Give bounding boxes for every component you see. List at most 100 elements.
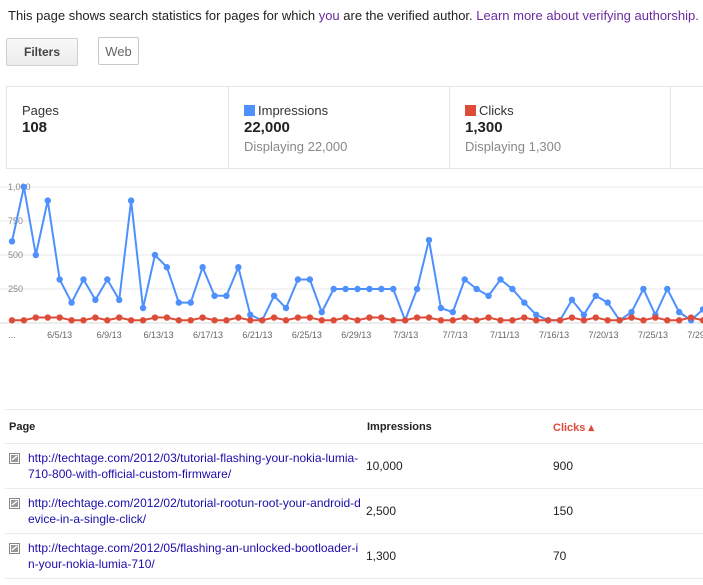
cell-clicks: 150 bbox=[553, 504, 574, 518]
data-point-impressions bbox=[449, 308, 457, 316]
stat-clicks-label-row: Clicks bbox=[465, 103, 514, 118]
x-tick-label: 6/21/13 bbox=[242, 330, 272, 340]
data-point-impressions bbox=[151, 251, 159, 259]
data-point-clicks bbox=[8, 317, 16, 324]
data-point-clicks bbox=[32, 314, 40, 321]
x-tick-label: 7/7/13 bbox=[443, 330, 468, 340]
search-stats-chart[interactable]: 1,000 750 500 250... 6/5/13 6/9/13 6/13/13 6/17… bbox=[0, 183, 703, 343]
data-point-impressions bbox=[354, 285, 361, 293]
pages-table: Page Impressions Clicks ▴ http://techtag… bbox=[5, 409, 703, 579]
data-point-impressions bbox=[139, 304, 147, 312]
cell-impressions: 1,300 bbox=[366, 549, 397, 563]
series-line-impressions bbox=[11, 186, 703, 322]
stat-pages[interactable]: Pages 108 bbox=[7, 87, 229, 168]
data-point-clicks bbox=[473, 317, 480, 324]
data-point-clicks bbox=[92, 314, 99, 321]
stat-impressions-sub: Displaying 22,000 bbox=[244, 139, 348, 154]
data-point-clicks bbox=[223, 317, 230, 324]
data-point-clicks bbox=[378, 314, 385, 321]
data-point-clicks bbox=[497, 317, 504, 324]
data-point-impressions bbox=[270, 292, 278, 299]
data-point-clicks bbox=[44, 314, 51, 321]
you-link[interactable]: you bbox=[318, 8, 340, 23]
page-preview-icon[interactable] bbox=[9, 498, 20, 509]
data-point-clicks bbox=[449, 317, 457, 324]
data-point-impressions bbox=[306, 276, 314, 283]
data-point-clicks bbox=[116, 314, 123, 321]
stat-impressions-label-row: Impressions bbox=[244, 103, 328, 118]
data-point-clicks bbox=[354, 317, 361, 324]
stat-impressions[interactable]: Impressions 22,000 Displaying 22,000 bbox=[229, 87, 450, 168]
stat-clicks-sub: Displaying 1,300 bbox=[465, 139, 562, 154]
data-point-impressions bbox=[342, 285, 349, 293]
data-point-impressions bbox=[366, 285, 373, 293]
data-point-clicks bbox=[401, 317, 409, 324]
data-point-clicks bbox=[68, 317, 75, 324]
x-tick-label: 6/5/13 bbox=[47, 330, 72, 340]
data-point-clicks bbox=[294, 314, 302, 321]
data-point-impressions bbox=[68, 299, 75, 306]
data-point-clicks bbox=[151, 314, 159, 321]
data-point-clicks bbox=[604, 317, 611, 324]
stat-pages-value: 108 bbox=[22, 119, 48, 136]
header-impressions[interactable]: Impressions bbox=[367, 421, 432, 433]
data-point-impressions bbox=[461, 276, 468, 283]
x-tick-label: 7/20/13 bbox=[589, 330, 619, 340]
data-point-clicks bbox=[699, 317, 703, 324]
data-point-impressions bbox=[32, 251, 40, 259]
data-point-clicks bbox=[533, 317, 540, 324]
page-link[interactable]: http://techtage.com/2012/03/tutorial-fla… bbox=[28, 451, 359, 481]
page-link[interactable]: http://techtage.com/2012/05/flashing-an-… bbox=[28, 541, 359, 571]
page-preview-icon[interactable] bbox=[9, 543, 20, 554]
data-point-impressions bbox=[163, 264, 171, 271]
page-preview-icon[interactable] bbox=[9, 453, 20, 464]
clicks-swatch-icon bbox=[465, 105, 476, 116]
web-filter-button[interactable]: Web bbox=[98, 37, 139, 65]
data-point-impressions bbox=[521, 299, 528, 306]
data-point-impressions bbox=[235, 264, 242, 271]
data-point-clicks bbox=[461, 314, 468, 321]
intro-text-before: This page shows search statistics for pa… bbox=[8, 8, 319, 23]
data-point-impressions bbox=[580, 311, 588, 319]
stat-impressions-label: Impressions bbox=[258, 103, 329, 118]
data-point-impressions bbox=[8, 238, 16, 245]
cell-impressions: 2,500 bbox=[366, 504, 397, 518]
data-point-clicks bbox=[437, 317, 445, 324]
data-point-clicks bbox=[270, 314, 278, 321]
data-point-impressions bbox=[127, 197, 135, 204]
x-tick-label: 6/9/13 bbox=[97, 330, 122, 340]
filters-button[interactable]: Filters bbox=[6, 38, 78, 66]
data-point-impressions bbox=[413, 285, 421, 293]
data-point-clicks bbox=[282, 317, 290, 324]
data-point-clicks bbox=[104, 317, 111, 324]
data-point-impressions bbox=[497, 276, 504, 283]
data-point-impressions bbox=[223, 292, 230, 299]
stat-clicks[interactable]: Clicks 1,300 Displaying 1,300 bbox=[450, 87, 671, 168]
page-link[interactable]: http://techtage.com/2012/02/tutorial-roo… bbox=[28, 496, 361, 526]
data-point-impressions bbox=[390, 285, 397, 293]
header-clicks[interactable]: Clicks ▴ bbox=[553, 422, 594, 434]
data-point-clicks bbox=[640, 317, 647, 324]
y-tick-label: 1,000 bbox=[8, 183, 31, 192]
data-point-impressions bbox=[282, 304, 290, 312]
data-point-impressions bbox=[485, 292, 492, 299]
data-point-clicks bbox=[652, 314, 659, 321]
data-point-impressions bbox=[318, 308, 325, 316]
x-tick-label: 6/17/13 bbox=[193, 330, 223, 340]
stat-clicks-label: Clicks bbox=[479, 103, 514, 118]
data-point-clicks bbox=[509, 317, 516, 324]
data-point-clicks bbox=[366, 314, 373, 321]
stat-clicks-value: 1,300 bbox=[465, 119, 503, 136]
data-point-clicks bbox=[80, 317, 87, 324]
header-page[interactable]: Page bbox=[9, 421, 36, 433]
data-point-clicks bbox=[235, 314, 242, 321]
data-point-impressions bbox=[187, 299, 194, 306]
data-point-impressions bbox=[533, 311, 540, 319]
data-point-impressions bbox=[604, 299, 611, 306]
data-point-clicks bbox=[556, 317, 564, 324]
stat-pages-label: Pages bbox=[22, 103, 59, 118]
data-point-clicks bbox=[544, 317, 552, 324]
data-point-clicks bbox=[687, 314, 695, 321]
data-point-clicks bbox=[425, 314, 433, 321]
learn-more-link[interactable]: Learn more about verifying authorship. bbox=[476, 8, 699, 23]
